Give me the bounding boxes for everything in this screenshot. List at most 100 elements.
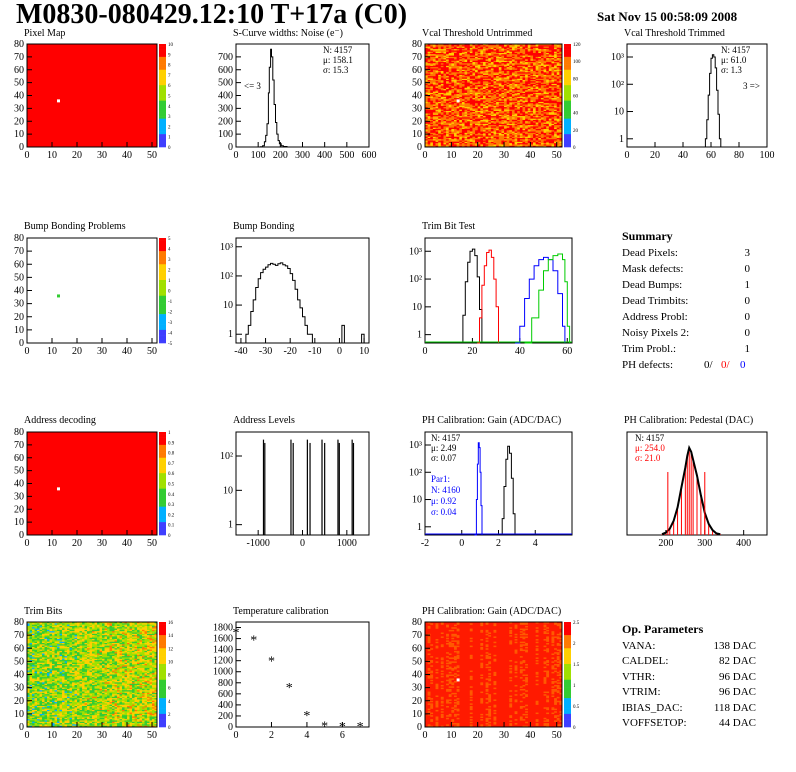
heatmap-cell [482, 137, 486, 140]
heatmap-cell [546, 83, 550, 86]
heatmap-cell [485, 69, 489, 72]
heatmap-cell [488, 113, 492, 116]
heatmap-cell [467, 108, 471, 110]
heatmap-cell [459, 54, 463, 56]
heatmap-cell [559, 127, 563, 130]
heatmap-cell [477, 65, 481, 68]
heatmap-cell [498, 104, 502, 107]
heatmap-cell [498, 127, 502, 130]
heatmap-cell [459, 50, 463, 53]
heatmap-cell [425, 62, 428, 64]
heatmap-cell [535, 95, 539, 98]
heatmap-cell [84, 622, 88, 624]
heatmap-cell [451, 72, 455, 74]
heatmap-cell [490, 71, 494, 73]
heatmap-cell [559, 89, 563, 91]
heatmap-cell [469, 96, 473, 99]
heatmap-cell [527, 81, 531, 83]
heatmap-cell [459, 112, 463, 114]
heatmap-cell [435, 134, 439, 136]
heatmap-cell [443, 110, 447, 113]
heatmap-cell [517, 86, 521, 89]
colorbar-cell [159, 506, 166, 510]
heatmap-cell [493, 83, 497, 86]
heatmap-cell [438, 81, 442, 83]
heatmap-cell [477, 113, 481, 116]
heatmap-cell [498, 73, 502, 76]
heatmap-cell [533, 82, 536, 85]
heatmap-cell [509, 59, 513, 62]
heatmap-cell [556, 118, 560, 121]
heatmap-cell [69, 627, 73, 629]
heatmap-cell [451, 140, 455, 143]
heatmap-cell [535, 56, 539, 59]
heatmap-cell [546, 90, 550, 92]
heatmap-cell [556, 140, 560, 143]
heatmap-cell [485, 81, 489, 83]
heatmap-cell [453, 67, 457, 69]
heatmap-cell [501, 89, 505, 91]
heatmap-cell [530, 131, 534, 134]
heatmap-cell [472, 53, 476, 55]
x-tick-label: 10 [359, 346, 369, 357]
heatmap-cell [432, 96, 436, 99]
heatmap-cell [430, 135, 434, 137]
heatmap-cell [443, 125, 447, 127]
colorbar-cell [564, 141, 571, 145]
y-tick-label: 60 [412, 65, 422, 76]
heatmap-cell [540, 140, 544, 143]
heatmap-cell [514, 78, 518, 81]
heatmap-cell [519, 63, 523, 65]
heatmap-cell [538, 62, 542, 64]
heatmap-cell [64, 627, 68, 629]
heatmap-cell [519, 87, 523, 90]
heatmap-cell [509, 54, 513, 56]
heatmap-cell [506, 64, 510, 67]
heatmap-cell [464, 141, 468, 144]
heatmap-cell [493, 46, 497, 49]
heatmap-cell [548, 89, 552, 91]
y-tick-label: 10³ [220, 242, 233, 253]
heatmap-cell [464, 139, 468, 141]
heatmap-cell [117, 624, 120, 627]
heatmap-cell [488, 114, 492, 117]
heatmap-cell [459, 116, 463, 118]
heatmap-cell [446, 134, 450, 136]
heatmap-cell [501, 78, 505, 81]
heatmap-cell [461, 98, 465, 100]
y-tick-label: 20 [412, 116, 422, 127]
heatmap-cell [459, 87, 463, 90]
heatmap-cell [488, 44, 492, 46]
colorbar-label: 0.2 [168, 513, 175, 518]
heatmap-cell [459, 136, 463, 139]
heatmap-cell [453, 54, 457, 56]
heatmap-cell [538, 46, 542, 49]
heatmap-cell [493, 94, 497, 96]
heatmap-cell [435, 87, 439, 90]
heatmap-cell [448, 144, 452, 147]
heatmap-cell [546, 71, 550, 73]
heatmap-cell [522, 113, 526, 116]
heatmap-cell [469, 81, 473, 83]
heatmap-cell [551, 130, 555, 132]
heatmap-cell [519, 130, 523, 132]
heatmap-cell [456, 47, 460, 50]
heatmap-cell [443, 131, 447, 134]
heatmap-cell [425, 86, 428, 89]
colorbar-cell [159, 434, 166, 438]
heatmap-cell [446, 119, 450, 122]
heatmap-cell [525, 128, 529, 131]
heatmap-cell [446, 90, 450, 92]
heatmap-cell [451, 131, 455, 134]
heatmap-cell [504, 59, 507, 62]
heatmap-cell [485, 45, 489, 47]
heatmap-cell [517, 144, 521, 147]
heatmap-cell [488, 49, 492, 51]
heatmap-cell [511, 103, 515, 105]
heatmap-cell [559, 58, 563, 60]
heatmap-cell [480, 46, 484, 49]
heatmap-cell [440, 53, 444, 55]
heatmap-cell [530, 98, 534, 100]
heatmap-cell [42, 627, 45, 629]
heatmap-cell [501, 141, 505, 144]
